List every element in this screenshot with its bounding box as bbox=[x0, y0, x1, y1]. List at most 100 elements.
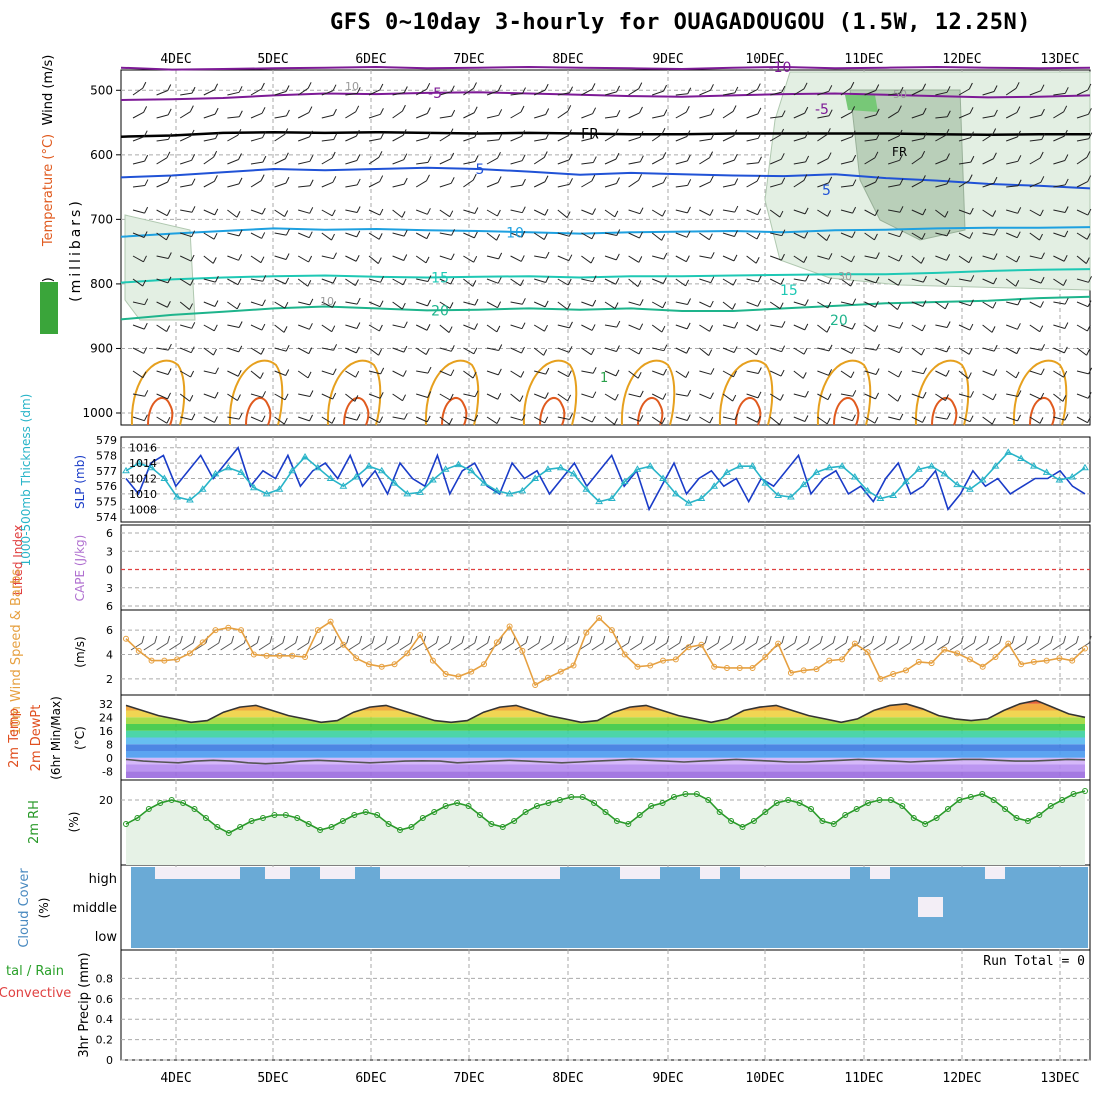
wind-barb-flag bbox=[734, 205, 739, 213]
wind-barb bbox=[203, 416, 215, 423]
wind-barb-flag bbox=[779, 302, 784, 309]
cloud-gap bbox=[740, 867, 850, 879]
wind-barb bbox=[463, 161, 476, 165]
wind-barb-flag bbox=[262, 131, 266, 138]
hot-contour bbox=[147, 397, 174, 426]
wind10-barb-flag bbox=[448, 635, 452, 644]
wind-barb bbox=[227, 347, 239, 353]
wind-barb-flag bbox=[1041, 133, 1046, 140]
wind-barb bbox=[227, 183, 240, 188]
wind-barb bbox=[1029, 278, 1042, 284]
wind-barb bbox=[439, 232, 452, 236]
wind10-point bbox=[851, 640, 858, 647]
wind-barb-flag bbox=[852, 154, 857, 162]
wind-barb-flag bbox=[946, 345, 951, 353]
wind-barb bbox=[156, 138, 169, 142]
wind-barb-flag bbox=[238, 177, 243, 185]
wind-barb-flag bbox=[166, 209, 171, 216]
wind10-barb-flag bbox=[807, 635, 811, 644]
wind-barb-flag bbox=[686, 414, 691, 421]
wind-barb-flag bbox=[474, 207, 479, 214]
wind10-point bbox=[365, 661, 372, 668]
wind-barb-flag bbox=[449, 393, 454, 401]
wind-barb bbox=[769, 278, 782, 285]
wind-barb bbox=[1076, 393, 1089, 399]
wind10-point bbox=[621, 651, 628, 658]
wind-barb bbox=[982, 393, 994, 401]
ytick-label: 900 bbox=[90, 341, 113, 355]
wind-barb bbox=[1053, 370, 1064, 378]
wind-barb-flag bbox=[238, 412, 243, 420]
wind-barb-flag bbox=[757, 391, 762, 399]
wind-barb bbox=[817, 324, 828, 333]
wind-barb bbox=[463, 370, 474, 379]
wind-barb-flag bbox=[309, 390, 314, 397]
rh2m-point bbox=[419, 815, 426, 821]
wind-barb-flag bbox=[781, 321, 786, 328]
wind-barb-flag bbox=[968, 82, 973, 90]
contour-label-t_5: 5 bbox=[476, 162, 485, 178]
wind-barb-flag bbox=[238, 229, 243, 237]
wind-barb-flag bbox=[261, 299, 266, 306]
wind-barb-flag bbox=[143, 130, 148, 137]
wind10-point bbox=[1043, 657, 1050, 664]
wind-barb-flag bbox=[521, 322, 526, 329]
wind-barb-flag bbox=[379, 416, 384, 423]
wind-barb bbox=[628, 209, 641, 215]
wind-barb-flag bbox=[1015, 279, 1020, 287]
wind-barb-flag bbox=[874, 209, 879, 216]
wind10-barb bbox=[834, 642, 847, 651]
wind10-barb-flag bbox=[794, 635, 798, 644]
wind-barb-flag bbox=[781, 177, 786, 184]
thickness-point bbox=[812, 468, 821, 475]
wind-barb-flag bbox=[332, 108, 337, 116]
thickness-point bbox=[186, 496, 194, 503]
wind-barb bbox=[699, 393, 711, 400]
wind10-barb bbox=[412, 642, 424, 651]
wind-barb-flag bbox=[543, 151, 548, 158]
thickness-point bbox=[326, 474, 335, 481]
wind-barb-flag bbox=[521, 414, 526, 421]
wind-barb bbox=[1076, 113, 1089, 119]
wind-barb-flag bbox=[544, 392, 549, 399]
wind-barb-flag bbox=[472, 280, 477, 287]
wind-barb bbox=[203, 89, 215, 96]
wind-barb bbox=[557, 393, 568, 402]
wind-barb-flag bbox=[993, 176, 998, 184]
wind-barb bbox=[840, 301, 853, 306]
wind-barb-flag bbox=[142, 279, 147, 287]
wind-barb-flag bbox=[567, 105, 572, 112]
wind-barb-flag bbox=[1016, 231, 1021, 238]
wind-barb-flag bbox=[333, 133, 338, 140]
wind10-point bbox=[263, 652, 270, 659]
wind-barb bbox=[297, 87, 309, 96]
wind10-barb-flag bbox=[717, 635, 721, 644]
wind-barb-flag bbox=[874, 301, 879, 308]
wind-barb bbox=[297, 370, 309, 379]
wind-barb-flag bbox=[497, 84, 502, 92]
wind10-barb bbox=[540, 642, 552, 651]
wind10-barb bbox=[988, 642, 1000, 651]
wind-barb bbox=[250, 88, 262, 96]
axis-label-temp: Temperature (°C) bbox=[41, 134, 56, 247]
wind-barb bbox=[651, 301, 663, 309]
wind-barb-flag bbox=[922, 300, 927, 307]
wind-barb bbox=[935, 91, 948, 96]
wind-barb bbox=[486, 278, 499, 284]
wind-barb bbox=[321, 157, 333, 165]
wind-barb bbox=[415, 180, 427, 188]
wind-barb-flag bbox=[921, 324, 926, 332]
wind-barb-flag bbox=[260, 348, 265, 355]
wind-barb bbox=[486, 90, 499, 96]
wind-barb-flag bbox=[568, 129, 572, 136]
wind10-barb-flag bbox=[269, 635, 273, 644]
wind-barb bbox=[864, 416, 876, 424]
wind-barb bbox=[132, 111, 144, 119]
wind-barb bbox=[793, 370, 804, 379]
wind-barb-flag bbox=[1040, 176, 1045, 183]
axis-label-wind10: 10m Wind Speed & Barbs bbox=[9, 569, 24, 736]
wind-barb bbox=[1076, 232, 1088, 240]
wind-barb-flag bbox=[967, 372, 972, 379]
wind-barb-flag bbox=[213, 348, 217, 356]
wind10-barb bbox=[181, 642, 194, 651]
